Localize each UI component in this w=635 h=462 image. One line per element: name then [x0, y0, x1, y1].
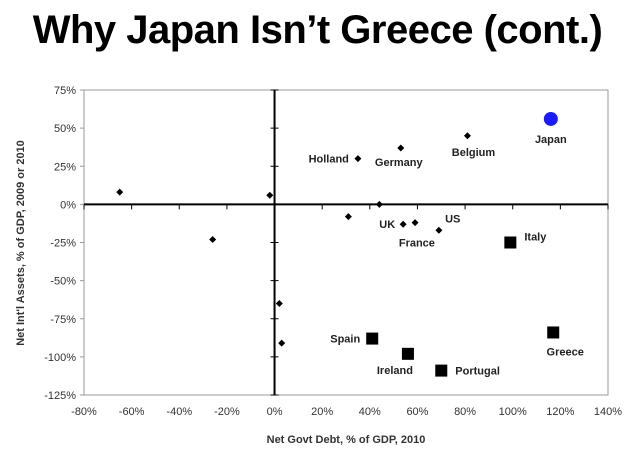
point-us: [411, 219, 419, 227]
point-unlabeled: [375, 200, 383, 208]
point-uk: [399, 220, 407, 228]
y-tick-label: 0%: [60, 199, 76, 211]
y-tick-label: -100%: [44, 352, 76, 364]
x-axis-title: Net Govt Debt, % of GDP, 2010: [267, 434, 426, 446]
point-belgium: [463, 132, 471, 140]
label-italy: Italy: [524, 232, 547, 244]
point-germany: [397, 144, 405, 152]
y-axis-title: Net Int'l Assets, % of GDP, 2009 or 2010: [15, 140, 27, 346]
x-tick-label: -20%: [214, 406, 240, 418]
point-unlabeled: [275, 300, 283, 307]
x-tick-label: 80%: [454, 406, 476, 418]
label-portugal: Portugal: [455, 366, 500, 378]
point-ireland: [401, 347, 414, 360]
point-greece: [547, 326, 560, 339]
y-tick-label: -75%: [50, 314, 76, 326]
point-unlabeled: [209, 235, 217, 243]
chart-title: Why Japan Isn’t Greece (cont.): [32, 8, 603, 52]
y-tick-label: -25%: [50, 238, 76, 250]
x-tick-label: 100%: [499, 406, 527, 418]
x-tick-label: 40%: [359, 406, 381, 418]
x-axis-ticks: -80% -60% -40% -20% 0% 20% 40% 60% 80% 100% 120% 14…: [71, 204, 622, 418]
x-tick-label: 0%: [267, 406, 283, 418]
y-tick-label: -125%: [44, 390, 76, 402]
label-france: France: [399, 237, 435, 249]
point-unlabeled: [116, 188, 124, 196]
y-tick-label: 50%: [54, 123, 76, 135]
x-tick-label: -80%: [71, 406, 97, 418]
y-axis-ticks: 75% 50% 25% 0% -25% -50% -75% -100% -125%: [44, 85, 279, 402]
point-unlabeled: [266, 191, 274, 199]
point-labels: Japan Belgium Germany Holland UK US France Ital…: [309, 134, 584, 378]
label-us: US: [445, 214, 460, 226]
point-portugal: [435, 364, 448, 377]
y-tick-label: -50%: [50, 276, 76, 288]
point-italy: [504, 236, 517, 249]
x-tick-label: 120%: [546, 406, 574, 418]
label-belgium: Belgium: [452, 147, 496, 159]
x-tick-label: -60%: [119, 406, 145, 418]
point-france: [435, 226, 443, 234]
y-tick-label: 25%: [54, 161, 76, 173]
point-unlabeled: [278, 339, 286, 347]
data-points: [116, 111, 560, 377]
label-greece: Greece: [547, 346, 584, 358]
x-tick-label: 140%: [594, 406, 622, 418]
x-tick-label: -40%: [166, 406, 192, 418]
point-japan: [543, 111, 558, 126]
point-holland: [354, 155, 362, 163]
label-germany: Germany: [375, 157, 424, 169]
label-ireland: Ireland: [377, 365, 413, 377]
x-tick-label: 60%: [406, 406, 428, 418]
label-holland: Holland: [309, 154, 349, 166]
label-japan: Japan: [535, 134, 567, 146]
point-spain: [366, 332, 379, 345]
label-uk: UK: [379, 219, 395, 231]
y-tick-label: 75%: [54, 85, 76, 97]
point-unlabeled: [344, 213, 352, 221]
x-tick-label: 20%: [311, 406, 333, 418]
label-spain: Spain: [330, 334, 360, 346]
